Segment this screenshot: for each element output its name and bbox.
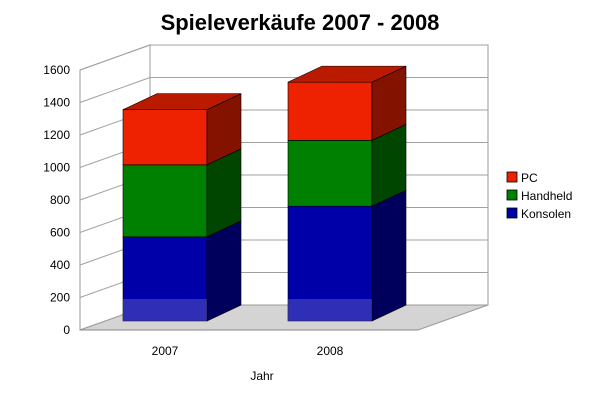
bar-base-shade <box>123 299 207 321</box>
bar-konsolen-2007-side <box>206 220 242 322</box>
y-tick-label: 1000 <box>43 161 70 175</box>
bar-pc-2007-front <box>122 109 208 166</box>
y-axis-ticks: 0 200 400 600 800 1000 1200 1400 1600 <box>43 63 70 337</box>
chart-title: Spieleverkäufe 2007 - 2008 <box>161 10 440 35</box>
legend-swatch-pc <box>506 171 518 183</box>
x-axis-label: Jahr <box>250 369 273 383</box>
x-axis-ticks: 2007 2008 <box>152 344 344 358</box>
bar-base-shade <box>288 299 372 321</box>
legend-label-handheld: Handheld <box>521 189 572 203</box>
legend-label-konsolen: Konsolen <box>521 207 571 221</box>
legend-swatch-handheld <box>506 189 518 201</box>
legend-swatch-konsolen <box>506 207 518 219</box>
legend: PC Handheld Konsolen <box>506 171 572 221</box>
bar-pc-2008-front <box>287 81 373 141</box>
y-tick-label: 800 <box>50 193 70 207</box>
x-tick-label: 2008 <box>317 344 344 358</box>
y-tick-label: 1200 <box>43 128 70 142</box>
y-tick-label: 1400 <box>43 96 70 110</box>
bar-handheld-2008-front <box>287 140 373 207</box>
legend-label-pc: PC <box>521 171 538 185</box>
bar-handheld-2007-front <box>122 164 208 238</box>
x-tick-label: 2007 <box>152 344 179 358</box>
bar-pc-2007-top <box>122 93 242 110</box>
bar-pc-2008-top <box>287 65 407 83</box>
bars <box>122 65 407 322</box>
bar-konsolen-2008-side <box>371 189 407 322</box>
gridline <box>79 44 488 71</box>
y-tick-label: 200 <box>50 291 70 305</box>
y-tick-label: 400 <box>50 258 70 272</box>
y-tick-label: 1600 <box>43 63 70 77</box>
y-tick-label: 0 <box>63 323 70 337</box>
y-tick-label: 600 <box>50 226 70 240</box>
